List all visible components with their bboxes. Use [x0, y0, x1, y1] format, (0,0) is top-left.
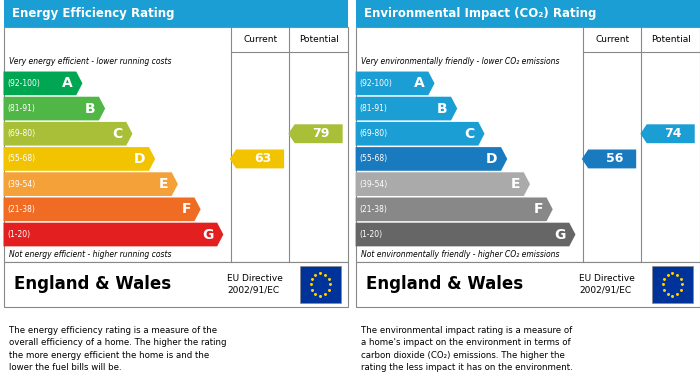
Polygon shape: [4, 223, 223, 246]
Polygon shape: [582, 149, 636, 169]
Text: Not energy efficient - higher running costs: Not energy efficient - higher running co…: [8, 250, 172, 259]
Polygon shape: [356, 223, 575, 246]
Text: C: C: [113, 127, 122, 141]
Bar: [4, 262, 348, 307]
Text: (92-100): (92-100): [360, 79, 393, 88]
Polygon shape: [356, 172, 530, 196]
Polygon shape: [4, 147, 155, 171]
Text: (39-54): (39-54): [360, 179, 388, 188]
Text: F: F: [181, 202, 191, 216]
Text: (81-91): (81-91): [360, 104, 388, 113]
Text: (1-20): (1-20): [8, 230, 31, 239]
Polygon shape: [356, 197, 553, 221]
Text: 74: 74: [664, 127, 682, 140]
Text: E: E: [511, 177, 520, 191]
Text: (39-54): (39-54): [8, 179, 36, 188]
Polygon shape: [288, 124, 342, 143]
Polygon shape: [356, 147, 508, 171]
Text: B: B: [85, 102, 95, 116]
Text: England & Wales: England & Wales: [14, 275, 171, 294]
Polygon shape: [4, 97, 105, 120]
Text: 63: 63: [254, 152, 271, 165]
Bar: [356, 262, 700, 307]
Text: (69-80): (69-80): [360, 129, 388, 138]
Text: 79: 79: [312, 127, 330, 140]
Text: F: F: [533, 202, 543, 216]
Polygon shape: [356, 97, 457, 120]
Polygon shape: [4, 72, 83, 95]
Bar: [4, 27, 348, 262]
Text: Not environmentally friendly - higher CO₂ emissions: Not environmentally friendly - higher CO…: [360, 250, 559, 259]
Polygon shape: [356, 122, 484, 145]
Text: Very energy efficient - lower running costs: Very energy efficient - lower running co…: [8, 57, 172, 66]
Text: A: A: [414, 76, 425, 90]
Polygon shape: [4, 122, 132, 145]
Text: Current: Current: [243, 35, 277, 44]
Bar: [356, 0, 700, 27]
Text: EU Directive
2002/91/EC: EU Directive 2002/91/EC: [228, 274, 284, 295]
Text: (21-38): (21-38): [360, 205, 388, 214]
Text: D: D: [486, 152, 498, 166]
Bar: [356, 27, 700, 262]
Text: G: G: [202, 228, 214, 242]
Text: (92-100): (92-100): [8, 79, 41, 88]
Text: (21-38): (21-38): [8, 205, 36, 214]
Text: (55-68): (55-68): [8, 154, 36, 163]
Polygon shape: [640, 124, 694, 143]
Text: (81-91): (81-91): [8, 104, 36, 113]
Bar: [300, 266, 341, 303]
Text: Very environmentally friendly - lower CO₂ emissions: Very environmentally friendly - lower CO…: [360, 57, 559, 66]
Text: D: D: [134, 152, 146, 166]
Polygon shape: [4, 197, 201, 221]
Text: 56: 56: [606, 152, 623, 165]
Text: E: E: [159, 177, 168, 191]
Text: England & Wales: England & Wales: [366, 275, 523, 294]
Text: B: B: [437, 102, 447, 116]
Text: A: A: [62, 76, 73, 90]
Polygon shape: [4, 172, 178, 196]
Bar: [4, 0, 348, 27]
Text: Environmental Impact (CO₂) Rating: Environmental Impact (CO₂) Rating: [364, 7, 596, 20]
Text: EU Directive
2002/91/EC: EU Directive 2002/91/EC: [580, 274, 636, 295]
Text: (1-20): (1-20): [360, 230, 383, 239]
Bar: [652, 266, 693, 303]
Text: Energy Efficiency Rating: Energy Efficiency Rating: [12, 7, 174, 20]
Text: The energy efficiency rating is a measure of the
overall efficiency of a home. T: The energy efficiency rating is a measur…: [8, 326, 226, 372]
Polygon shape: [230, 149, 284, 169]
Polygon shape: [356, 72, 435, 95]
Text: (55-68): (55-68): [360, 154, 388, 163]
Text: Potential: Potential: [651, 35, 691, 44]
Text: Current: Current: [595, 35, 629, 44]
Text: C: C: [465, 127, 475, 141]
Text: G: G: [554, 228, 566, 242]
Text: (69-80): (69-80): [8, 129, 36, 138]
Text: Potential: Potential: [299, 35, 339, 44]
Text: The environmental impact rating is a measure of
a home's impact on the environme: The environmental impact rating is a mea…: [360, 326, 573, 372]
